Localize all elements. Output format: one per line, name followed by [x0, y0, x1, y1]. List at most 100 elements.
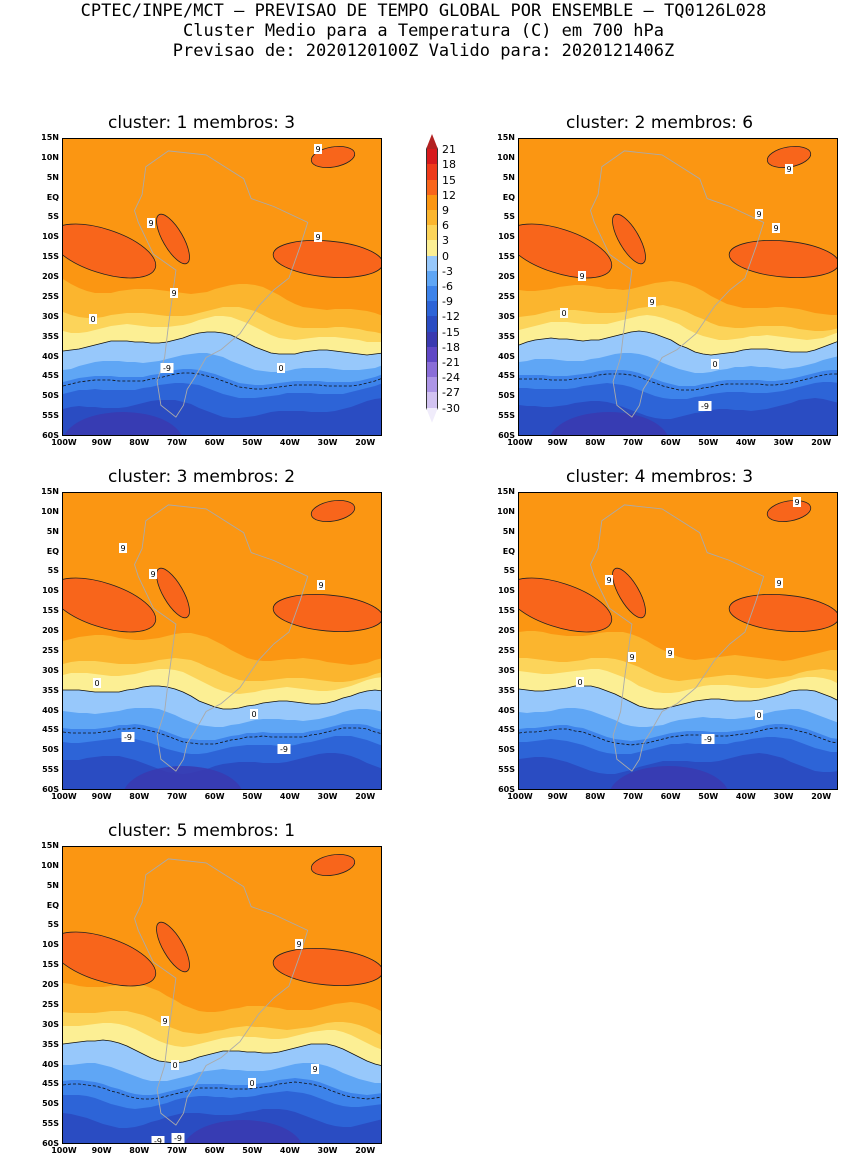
colorbar-segment: [426, 392, 438, 408]
contour-label-text: -9: [704, 735, 712, 744]
colorbar-segment: [426, 179, 438, 195]
contour-label-text: -9: [124, 733, 132, 742]
lat-tick-label: 35S: [498, 331, 515, 341]
lat-tick-label: EQ: [46, 192, 59, 202]
contour-label: 0: [250, 709, 258, 719]
lon-tick-label: 20W: [355, 438, 376, 447]
contour-label: 9: [772, 223, 780, 233]
lon-tick-label: 60W: [660, 438, 681, 447]
contour-label-text: 9: [629, 653, 634, 662]
lat-tick-label: 55S: [42, 1119, 59, 1129]
panel-title: cluster: 5 membros: 1: [108, 821, 296, 841]
contour-label: -9: [171, 1133, 185, 1143]
panel-title: cluster: 1 membros: 3: [108, 113, 296, 133]
contour-label-text: 0: [278, 364, 283, 373]
lat-tick-label: EQ: [46, 546, 59, 556]
lat-tick-label: 25S: [498, 291, 515, 301]
contour-label-text: 0: [712, 360, 717, 369]
lon-tick-label: 20W: [811, 792, 832, 801]
contour-minus9: [63, 727, 381, 745]
lat-tick-label: 55S: [498, 411, 515, 421]
lat-tick-label: 30S: [42, 311, 59, 321]
colorbar-label: -30: [442, 401, 460, 415]
lat-tick-label: EQ: [502, 546, 515, 556]
contour-label: 9: [147, 218, 155, 228]
lat-tick-label: 10S: [42, 940, 59, 950]
lat-tick-label: 20S: [498, 272, 515, 282]
continent-outline: [590, 150, 765, 418]
colorbar-label: -12: [442, 310, 460, 324]
contour-label: -9: [277, 744, 291, 754]
lon-tick-label: 90W: [547, 438, 568, 447]
lat-tick-label: 45S: [42, 725, 59, 735]
contour-label: 9: [295, 939, 303, 949]
lon-tick-label: 50W: [242, 1146, 263, 1155]
contour-label-text: 9: [756, 210, 761, 219]
contour-label: 0: [560, 308, 568, 318]
lat-tick-label: 50S: [498, 745, 515, 755]
lat-tick-label: 10N: [497, 152, 515, 162]
warm-area: [612, 567, 646, 619]
contour-label-text: 9: [776, 579, 781, 588]
lon-tick-label: 20W: [811, 438, 832, 447]
contour-label-text: -9: [174, 1134, 182, 1143]
colorbar-label: -24: [442, 371, 460, 385]
contour-label: 9: [149, 569, 157, 579]
lat-tick-label: 40S: [42, 1059, 59, 1069]
contour-label: 9: [775, 578, 783, 588]
lon-tick-label: 30W: [773, 438, 794, 447]
colorbar-segment: [426, 331, 438, 347]
lat-tick-label: 15S: [498, 606, 515, 616]
contour-label: 9: [119, 543, 127, 553]
lat-tick-label: 10N: [41, 860, 59, 870]
lat-tick-label: 45S: [498, 725, 515, 735]
lat-tick-label: 20S: [42, 272, 59, 282]
lat-tick-label: 15S: [42, 960, 59, 970]
colorbar-label: -6: [442, 280, 453, 293]
lat-tick-label: 60S: [498, 785, 515, 794]
lon-tick-label: 30W: [317, 1146, 338, 1155]
contour-label: 0: [248, 1078, 256, 1088]
lon-tick-label: 70W: [166, 438, 187, 447]
contour-label-text: 9: [794, 498, 799, 507]
cold-pool: [550, 412, 668, 435]
lon-tick-label: 50W: [698, 792, 719, 801]
lat-tick-label: 20S: [42, 626, 59, 636]
contour-label: 0: [576, 677, 584, 687]
contour-label-text: 9: [162, 1017, 167, 1026]
contour-zero: [519, 330, 837, 356]
lat-tick-label: 25S: [42, 291, 59, 301]
lat-tick-label: 25S: [42, 645, 59, 655]
continent-outline: [590, 504, 765, 772]
temperature-map: 9 9 9 0 0 -9 -9: [62, 492, 382, 790]
colorbar-segment: [426, 194, 438, 210]
contour-label-text: 0: [90, 315, 95, 324]
lon-tick-label: 100W: [51, 438, 77, 447]
colorbar-label: -9: [442, 295, 453, 309]
lon-tick-label: 80W: [129, 792, 150, 801]
contour-label: -9: [151, 1136, 165, 1143]
lon-tick-label: 90W: [91, 1146, 112, 1155]
contour-label-text: -9: [163, 364, 171, 373]
warm-area: [156, 567, 190, 619]
warm-area: [612, 213, 646, 265]
contour-label: 9: [793, 497, 801, 507]
lat-tick-label: 40S: [498, 705, 515, 715]
contour-label-text: 0: [756, 711, 761, 720]
lat-tick-label: 55S: [42, 765, 59, 775]
colorbar-segment: [426, 134, 438, 150]
contour-label-text: 9: [296, 940, 301, 949]
lat-tick-label: 10N: [497, 506, 515, 516]
lat-tick-label: 5N: [46, 880, 59, 890]
colorbar-segment: [426, 149, 438, 165]
lat-tick-label: 10S: [498, 232, 515, 242]
lat-tick-label: 25S: [498, 645, 515, 655]
lat-tick-label: 30S: [498, 665, 515, 675]
colorbar-label: -18: [442, 340, 460, 354]
lon-tick-label: 30W: [317, 438, 338, 447]
contour-label-text: 9: [148, 219, 153, 228]
colorbar-label: 3: [442, 234, 449, 248]
lat-tick-label: 40S: [498, 351, 515, 361]
lon-tick-label: 40W: [279, 792, 300, 801]
lat-tick-label: 5S: [47, 566, 59, 576]
